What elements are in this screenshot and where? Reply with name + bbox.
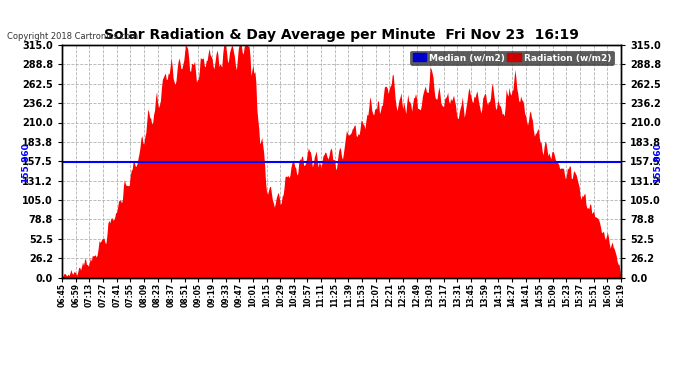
- Text: 155.860: 155.860: [21, 142, 30, 183]
- Text: Copyright 2018 Cartronics.com: Copyright 2018 Cartronics.com: [7, 32, 138, 41]
- Title: Solar Radiation & Day Average per Minute  Fri Nov 23  16:19: Solar Radiation & Day Average per Minute…: [104, 28, 579, 42]
- Text: 155.860: 155.860: [653, 142, 662, 183]
- Legend: Median (w/m2), Radiation (w/m2): Median (w/m2), Radiation (w/m2): [410, 51, 613, 65]
